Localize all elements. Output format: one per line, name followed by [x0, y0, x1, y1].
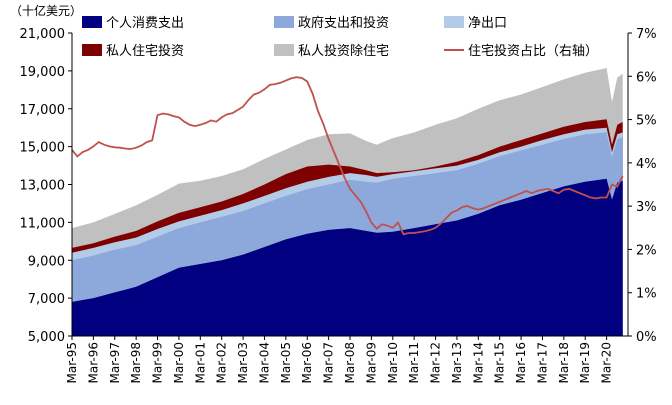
- x-tick-label: Mar-15: [493, 342, 507, 383]
- legend-label: 政府支出和投资: [298, 15, 389, 31]
- right-tick-label: 3%: [636, 200, 657, 215]
- legend-label: 个人消费支出: [106, 16, 184, 31]
- x-tick-label: Mar-19: [578, 342, 592, 383]
- unit-label: （十亿美元）: [10, 3, 82, 18]
- left-tick-label: 13,000: [20, 179, 66, 194]
- legend-label: 私人住宅投资: [106, 43, 184, 59]
- right-tick-label: 6%: [636, 70, 657, 85]
- x-tick-label: Mar-95: [65, 342, 79, 383]
- right-tick-label: 4%: [636, 157, 657, 172]
- axes: 5,000 7,000 9,000 11,000 13,000 15,000 17,000 1…: [20, 27, 657, 383]
- left-tick-label: 9,000: [28, 254, 65, 269]
- right-tick-label: 7%: [636, 27, 657, 42]
- area-1: [72, 178, 623, 336]
- legend-label: 净出口: [468, 16, 507, 31]
- x-tick-label: Mar-16: [514, 342, 528, 383]
- x-tick-label: Mar-01: [193, 342, 207, 383]
- x-tick-label: Mar-04: [257, 342, 271, 383]
- x-tick-label: Mar-96: [86, 342, 100, 383]
- left-tick-label: 19,000: [20, 65, 66, 80]
- x-tick-label: Mar-99: [151, 342, 165, 383]
- x-tick-label: Mar-08: [343, 342, 357, 383]
- x-tick-label: Mar-14: [471, 342, 485, 383]
- left-tick-label: 17,000: [20, 103, 66, 118]
- right-tick-label: 0%: [636, 330, 657, 345]
- x-tick-label: Mar-12: [429, 342, 443, 383]
- right-tick-label: 1%: [636, 287, 657, 302]
- x-tick-label: Mar-17: [535, 342, 549, 383]
- x-tick-label: Mar-97: [108, 342, 122, 383]
- legend-swatch: [82, 44, 102, 56]
- left-tick-label: 15,000: [20, 141, 66, 156]
- x-tick-label: Mar-13: [450, 342, 464, 383]
- legend-swatch: [82, 16, 102, 28]
- x-tick-label: Mar-05: [279, 342, 293, 383]
- x-tick-label: Mar-98: [129, 342, 143, 383]
- x-tick-label: Mar-03: [236, 342, 250, 383]
- x-tick-label: Mar-00: [172, 342, 186, 383]
- legend-swatch: [274, 16, 294, 28]
- legend-label: 住宅投资占比（右轴）: [468, 43, 598, 59]
- legend-swatch: [274, 44, 294, 56]
- share-line: [71, 76, 624, 236]
- left-tick-label: 7,000: [28, 292, 65, 307]
- x-tick-label: Mar-20: [600, 342, 614, 383]
- left-tick-label: 5,000: [28, 330, 65, 345]
- plot-line: [71, 76, 624, 236]
- x-tick-label: Mar-18: [557, 342, 571, 383]
- x-tick-label: Mar-02: [215, 342, 229, 383]
- right-tick-label: 2%: [636, 243, 657, 258]
- right-tick-label: 5%: [636, 114, 657, 129]
- left-tick-label: 11,000: [20, 216, 66, 231]
- x-tick-label: Mar-06: [300, 342, 314, 383]
- legend-swatch: [444, 16, 464, 28]
- x-tick-label: Mar-10: [386, 342, 400, 383]
- x-tick-label: Mar-11: [407, 342, 421, 383]
- x-tick-label: Mar-09: [364, 342, 378, 383]
- left-tick-label: 21,000: [20, 27, 66, 42]
- plot-areas: [72, 68, 623, 336]
- legend-label: 私人投资除住宅: [298, 43, 389, 59]
- x-tick-label: Mar-07: [322, 342, 336, 383]
